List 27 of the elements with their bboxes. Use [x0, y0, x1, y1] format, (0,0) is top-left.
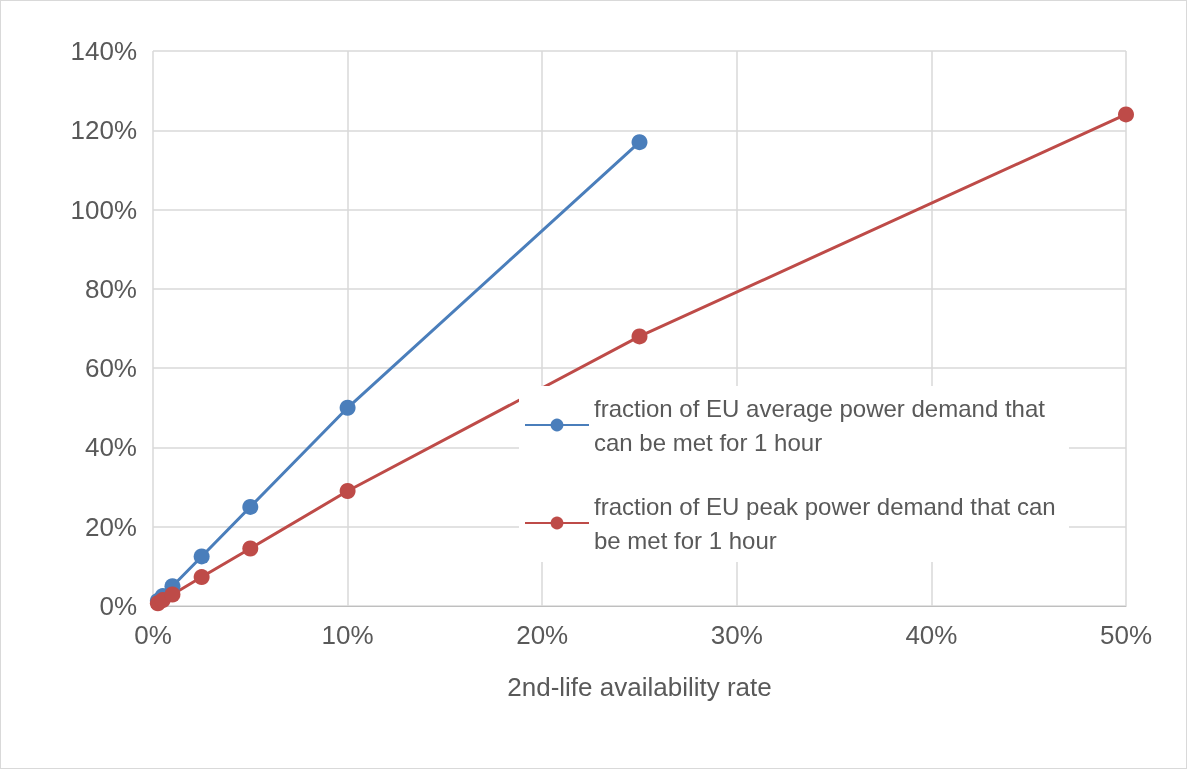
x-tick-label: 20%: [516, 620, 569, 650]
y-tick-label: 80%: [84, 273, 137, 304]
y-tick-label: 60%: [84, 353, 137, 384]
point: [339, 399, 356, 416]
point: [164, 586, 181, 603]
x-tick-label: 40%: [905, 620, 958, 650]
x-tick-label: 50%: [1099, 620, 1153, 650]
point: [193, 548, 210, 565]
y-tick-label: 40%: [84, 432, 137, 463]
legend-label: fraction of EU average power demand that can be met for 1 hour: [594, 394, 1052, 456]
point: [193, 569, 210, 586]
x-tick-label: 30%: [710, 620, 763, 650]
y-tick-label: 100%: [70, 194, 137, 225]
point: [242, 540, 259, 557]
x-tick-label: 10%: [321, 620, 374, 650]
point: [631, 134, 648, 151]
y-tick-label: 120%: [70, 115, 137, 146]
x-axis-title: 2nd-life availability rate: [507, 672, 772, 702]
legend-label: fraction of EU peak power demand that can be met for 1 hour: [594, 492, 1063, 554]
point: [242, 498, 259, 515]
y-tick-label: 0%: [99, 591, 137, 621]
y-tick-label: 140%: [70, 36, 137, 66]
x-tick-label: 0%: [134, 620, 172, 650]
point: [1118, 106, 1134, 123]
point: [339, 483, 356, 500]
point: [631, 328, 648, 345]
y-tick-label: 20%: [84, 511, 137, 542]
